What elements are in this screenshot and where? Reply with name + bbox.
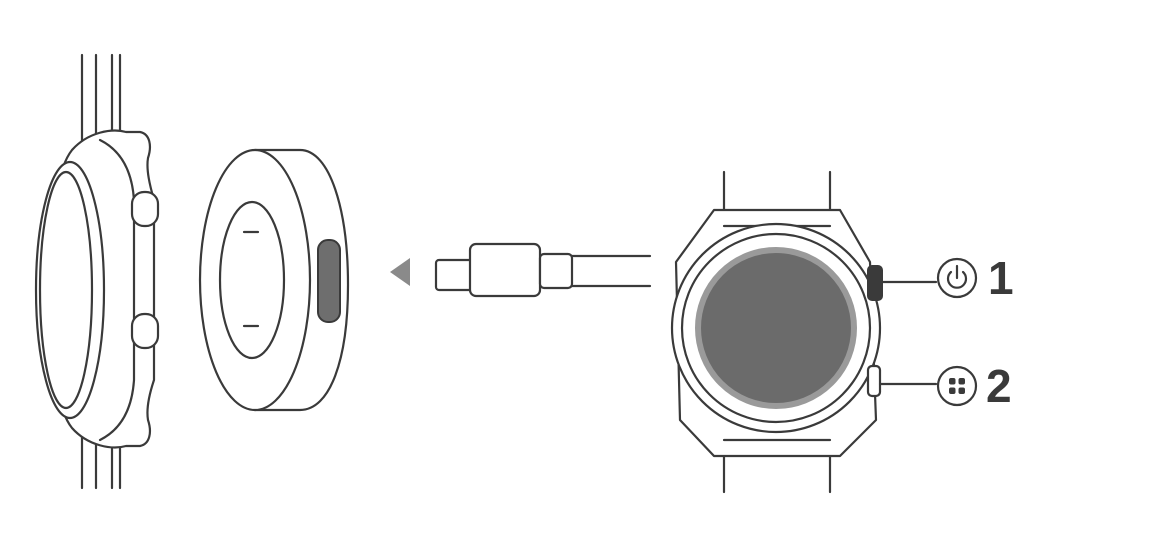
charging-cradle (198, 148, 350, 412)
callout-2: 2 (878, 360, 1012, 412)
power-icon (946, 264, 968, 289)
callout-number-1: 1 (988, 252, 1014, 304)
watch-button-2 (866, 364, 882, 398)
watch-front-view (670, 170, 883, 494)
watch-screen (695, 247, 857, 409)
insert-arrow (390, 258, 410, 286)
watch-side-view (34, 53, 160, 490)
usb-c-cable (434, 242, 652, 298)
callout-1: 1 (880, 252, 1014, 304)
callout-number-2: 2 (986, 360, 1012, 412)
apps-grid-icon (949, 378, 965, 394)
charging-port-slot (317, 239, 341, 323)
watch-button-1 (867, 265, 883, 301)
watch-bezel-side (34, 160, 106, 420)
side-button-bottom (130, 312, 160, 350)
side-button-top (130, 190, 160, 228)
